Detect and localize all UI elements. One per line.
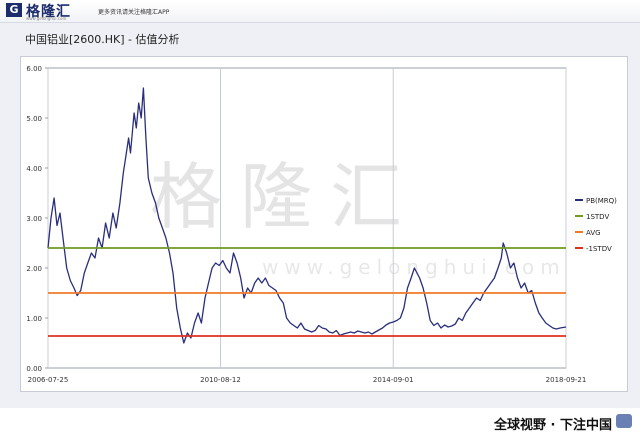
logo-icon: G (6, 3, 22, 17)
watermark-chinese: 格隆汇 (150, 155, 421, 239)
x-tick-label: 2014-09-01 (373, 376, 414, 384)
y-tick-label: 1.00 (26, 315, 42, 323)
series-line-pb (47, 87, 567, 344)
legend-label: -1STDV (586, 245, 612, 253)
brand-name: 格隆汇 (26, 4, 71, 20)
x-tick-label: 2006-07-25 (28, 376, 69, 384)
chart-title: 中国铝业[2600.HK] - 估值分析 (25, 33, 180, 46)
x-tick-label: 2018-09-21 (546, 376, 587, 384)
x-tick-label: 2010-08-12 (200, 376, 241, 384)
y-tick-label: 5.00 (26, 115, 42, 123)
plot-area (47, 67, 567, 369)
footer-bar: 全球视野 · 下注中国 (0, 408, 640, 435)
brand-tagline: 更多资讯请关注格隆汇APP (98, 9, 170, 16)
legend-label: PB(MRQ) (586, 197, 617, 205)
header-bar: G 格隆汇 www.gelonghui.com 更多资讯请关注格隆汇APP (0, 0, 640, 23)
brand-site: www.gelonghui.com (26, 16, 67, 21)
y-tick-label: 4.00 (26, 165, 42, 173)
y-tick-label: 0.00 (26, 365, 42, 373)
legend-label: AVG (586, 229, 601, 237)
y-tick-label: 2.00 (26, 265, 42, 273)
footer-slogan: 全球视野 · 下注中国 (494, 418, 612, 433)
legend-label: 1STDV (586, 213, 609, 221)
y-tick-label: 6.00 (26, 65, 42, 73)
app-icon (616, 414, 632, 428)
y-tick-label: 3.00 (26, 215, 42, 223)
